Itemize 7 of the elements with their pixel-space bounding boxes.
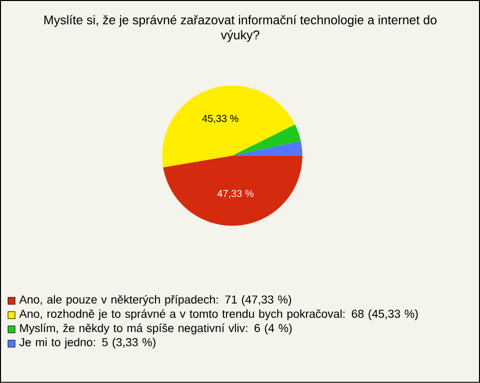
legend-label: Ano, ale pouze v některých případech: 71 (47,33 %) [19, 295, 292, 306]
data-label: 47,33 % [217, 190, 254, 198]
legend-label: Ano, rozhodně je to správné a v tomto trendu bych pokračoval: 68 (45,33 %) [19, 309, 418, 320]
legend-label: Je mi to jedno: 5 (3,33 %) [19, 338, 156, 349]
chart-title: Myslíte si, že je správné zařazovat informační technologie a internet do výuky? [44, 15, 437, 42]
legend-label: Myslím, že někdy to má spíše negativní vliv: 6 (4 %) [20, 324, 292, 334]
data-label: 45,33 % [202, 114, 238, 124]
